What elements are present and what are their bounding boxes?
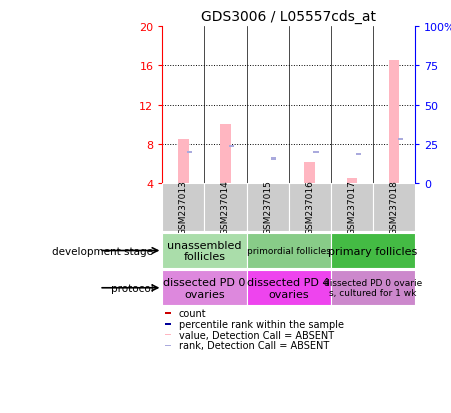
Bar xyxy=(398,138,403,141)
Bar xyxy=(165,312,171,314)
Text: GSM237016: GSM237016 xyxy=(305,180,314,235)
Text: GSM237015: GSM237015 xyxy=(263,180,272,235)
Text: dissected PD 0
ovaries: dissected PD 0 ovaries xyxy=(163,277,246,299)
Bar xyxy=(373,184,415,231)
Bar xyxy=(165,323,171,325)
Text: primary follicles: primary follicles xyxy=(328,246,418,256)
Bar xyxy=(355,153,361,156)
Text: GSM237018: GSM237018 xyxy=(389,180,398,235)
Text: dissected PD 0 ovarie
s, cultured for 1 wk: dissected PD 0 ovarie s, cultured for 1 … xyxy=(324,278,422,298)
Text: dissected PD 4
ovaries: dissected PD 4 ovaries xyxy=(248,277,330,299)
Bar xyxy=(204,184,247,231)
Text: value, Detection Call = ABSENT: value, Detection Call = ABSENT xyxy=(179,330,334,340)
Text: unassembled
follicles: unassembled follicles xyxy=(167,240,242,262)
Text: GSM237014: GSM237014 xyxy=(221,180,230,235)
Bar xyxy=(389,61,399,184)
Bar xyxy=(247,184,289,231)
Bar xyxy=(331,271,415,306)
Bar xyxy=(220,125,231,184)
Text: rank, Detection Call = ABSENT: rank, Detection Call = ABSENT xyxy=(179,341,329,351)
Bar xyxy=(178,140,189,184)
Bar xyxy=(331,233,415,268)
Bar xyxy=(272,158,276,161)
Bar xyxy=(247,233,331,268)
Text: GSM237013: GSM237013 xyxy=(179,180,188,235)
Bar xyxy=(165,334,171,336)
Bar xyxy=(313,151,318,154)
Bar xyxy=(289,184,331,231)
Title: GDS3006 / L05557cds_at: GDS3006 / L05557cds_at xyxy=(201,10,376,24)
Bar xyxy=(162,184,204,231)
Bar xyxy=(262,184,273,186)
Text: development stage: development stage xyxy=(52,246,153,256)
Bar xyxy=(229,145,235,148)
Bar xyxy=(165,345,171,347)
Text: GSM237017: GSM237017 xyxy=(347,180,356,235)
Text: primordial follicles: primordial follicles xyxy=(247,247,331,255)
Bar xyxy=(187,151,192,154)
Text: percentile rank within the sample: percentile rank within the sample xyxy=(179,319,344,329)
Bar xyxy=(162,271,247,306)
Text: count: count xyxy=(179,308,207,318)
Bar xyxy=(346,179,357,184)
Bar xyxy=(162,233,247,268)
Bar xyxy=(247,271,331,306)
Bar xyxy=(304,162,315,184)
Text: protocol: protocol xyxy=(110,283,153,293)
Bar xyxy=(331,184,373,231)
